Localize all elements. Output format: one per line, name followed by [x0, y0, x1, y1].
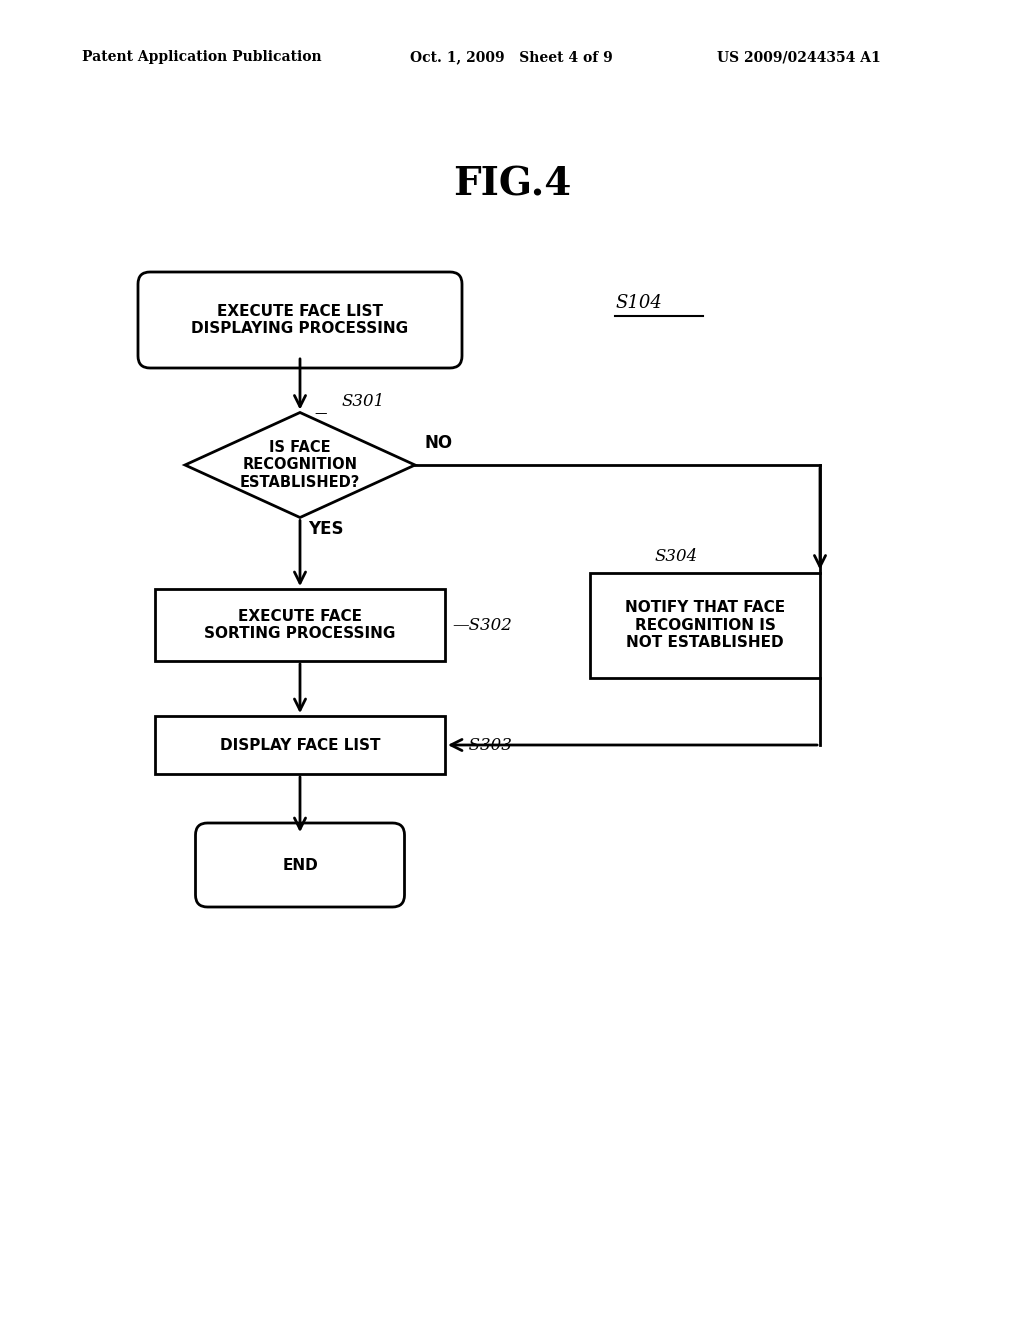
Text: EXECUTE FACE
SORTING PROCESSING: EXECUTE FACE SORTING PROCESSING: [205, 609, 395, 642]
FancyBboxPatch shape: [196, 822, 404, 907]
Text: NO: NO: [425, 434, 454, 451]
Text: EXECUTE FACE LIST
DISPLAYING PROCESSING: EXECUTE FACE LIST DISPLAYING PROCESSING: [191, 304, 409, 337]
Text: NOTIFY THAT FACE
RECOGNITION IS
NOT ESTABLISHED: NOTIFY THAT FACE RECOGNITION IS NOT ESTA…: [625, 601, 785, 649]
Text: IS FACE
RECOGNITION
ESTABLISHED?: IS FACE RECOGNITION ESTABLISHED?: [240, 440, 360, 490]
Text: —S302: —S302: [452, 616, 512, 634]
FancyBboxPatch shape: [138, 272, 462, 368]
Text: YES: YES: [308, 520, 343, 539]
Text: END: END: [283, 858, 317, 873]
Text: S304: S304: [655, 548, 698, 565]
Bar: [155, 589, 445, 661]
Text: DISPLAY FACE LIST: DISPLAY FACE LIST: [220, 738, 380, 752]
Text: FIG.4: FIG.4: [453, 166, 571, 205]
Bar: [590, 573, 820, 677]
Bar: [155, 715, 445, 774]
Text: —S303: —S303: [452, 737, 512, 754]
Text: Patent Application Publication: Patent Application Publication: [82, 50, 322, 65]
Text: —: —: [314, 407, 327, 420]
Text: S104: S104: [615, 294, 662, 312]
Text: US 2009/0244354 A1: US 2009/0244354 A1: [717, 50, 881, 65]
Polygon shape: [185, 412, 415, 517]
Text: S301: S301: [342, 393, 385, 411]
Text: Oct. 1, 2009   Sheet 4 of 9: Oct. 1, 2009 Sheet 4 of 9: [410, 50, 612, 65]
